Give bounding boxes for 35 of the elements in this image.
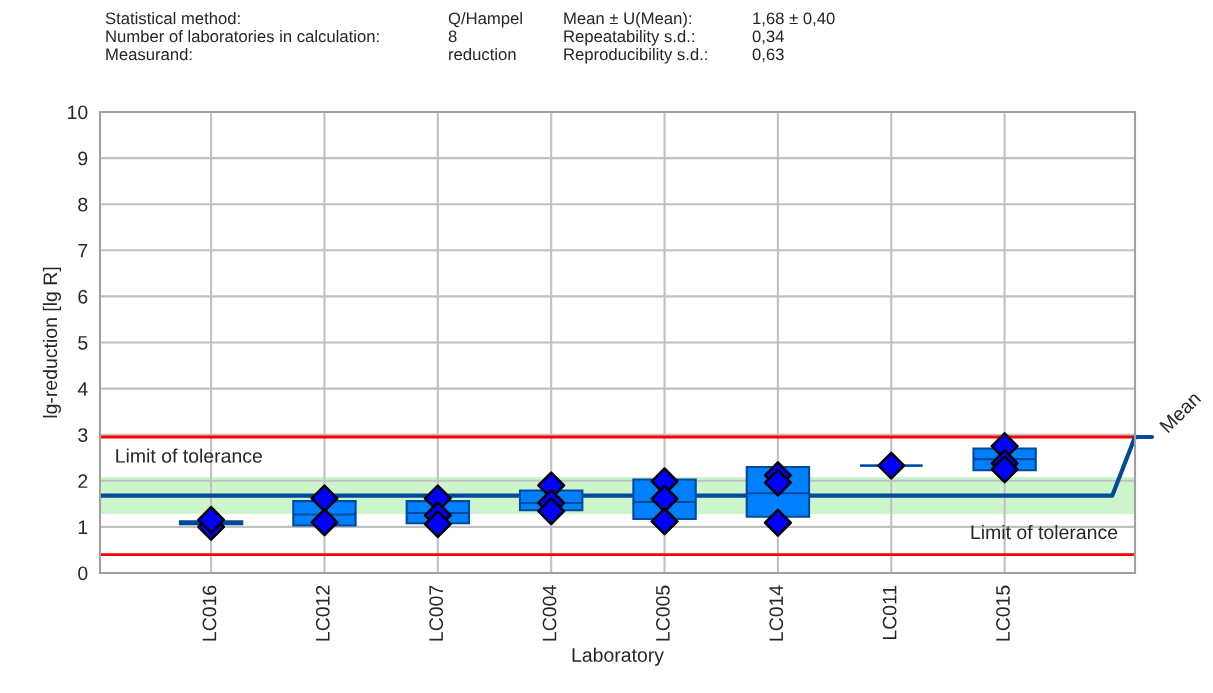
text: 0,63 [752,48,784,63]
y-axis-title: lg-reduction [lg R] [42,267,62,418]
text: 0,34 [752,30,784,45]
x-tick-label: LC012 [315,585,330,641]
x-tick-label: LC004 [542,585,557,641]
text: Measurand: [106,48,192,61]
ref-line-label: Limit of tolerance [971,524,1118,540]
y-tick-label: 0 [78,566,88,581]
x-tick-label: LC007 [429,585,444,641]
y-tick-label: 7 [78,243,88,258]
y-tick-label: 9 [78,151,88,166]
text: Reproducibility s.d.: [564,48,707,64]
text: Number of laboratories in calculation: [106,30,379,43]
text: 8 [448,30,457,43]
x-tick-label: LC015 [996,585,1010,641]
text: reduction [449,48,516,61]
text: Mean ± U(Mean): [564,12,692,28]
x-axis-title: Laboratory [572,647,664,666]
text: Repeatability s.d.: [564,30,694,46]
text: Q/Hampel [448,12,522,28]
y-tick-label: 6 [78,289,88,304]
x-tick-label: LC014 [769,585,784,641]
text: 1,68 ± 0,40 [753,12,835,27]
y-tick-label: 1 [78,520,88,534]
x-tick-label: LC005 [656,585,670,641]
y-tick-label: 3 [78,428,88,442]
x-tick-label: LC016 [202,585,217,641]
ref-line-label: Limit of tolerance [116,448,262,463]
y-tick-label: 5 [78,336,88,350]
x-tick-label: LC011 [882,585,897,640]
text: Statistical method: [105,12,240,25]
y-tick-label: 4 [77,382,88,396]
y-tick-label: 2 [78,474,88,488]
y-tick-label: 8 [78,197,88,212]
y-tick-label: 10 [68,105,88,120]
